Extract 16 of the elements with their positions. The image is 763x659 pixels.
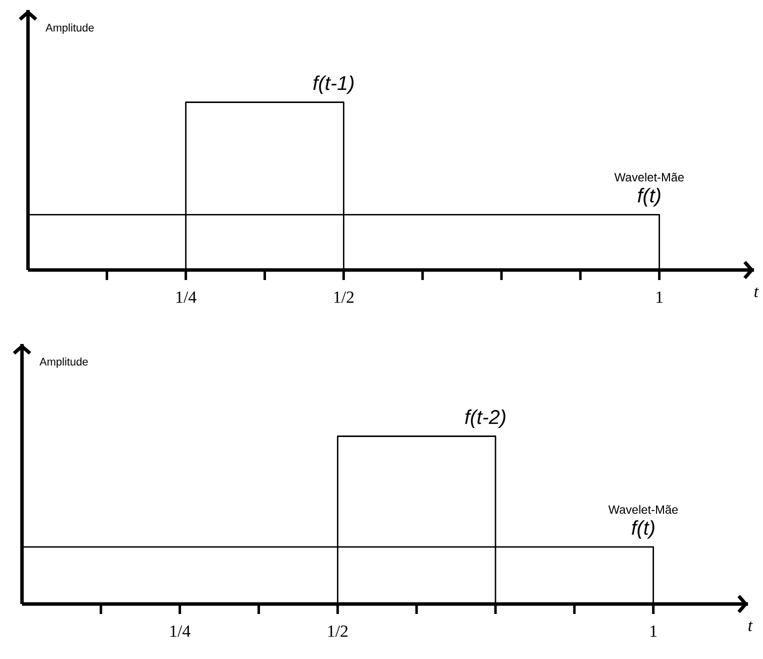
series-label: f(t) <box>632 520 654 539</box>
x-tick-label: 1/4 <box>170 626 190 637</box>
series-label: f(t-1) <box>313 75 354 94</box>
x-tick-label: 1/2 <box>328 626 348 637</box>
x-tick-label: 1/2 <box>334 292 354 303</box>
x-tick-label: 1 <box>656 292 663 303</box>
x-axis-title: t <box>754 288 759 298</box>
y-axis-title: Amplitude <box>46 24 94 34</box>
annotation: Wavelet-Mãe <box>614 172 684 182</box>
series-label: f(t-2) <box>465 409 506 428</box>
x-tick-label: 1/4 <box>176 292 196 303</box>
annotation: Wavelet-Mãe <box>608 505 678 514</box>
x-axis-title: t <box>748 622 753 632</box>
y-axis-title: Amplitude <box>40 358 88 368</box>
series-label: f(t) <box>638 188 660 206</box>
x-tick-label: 1 <box>650 626 657 637</box>
